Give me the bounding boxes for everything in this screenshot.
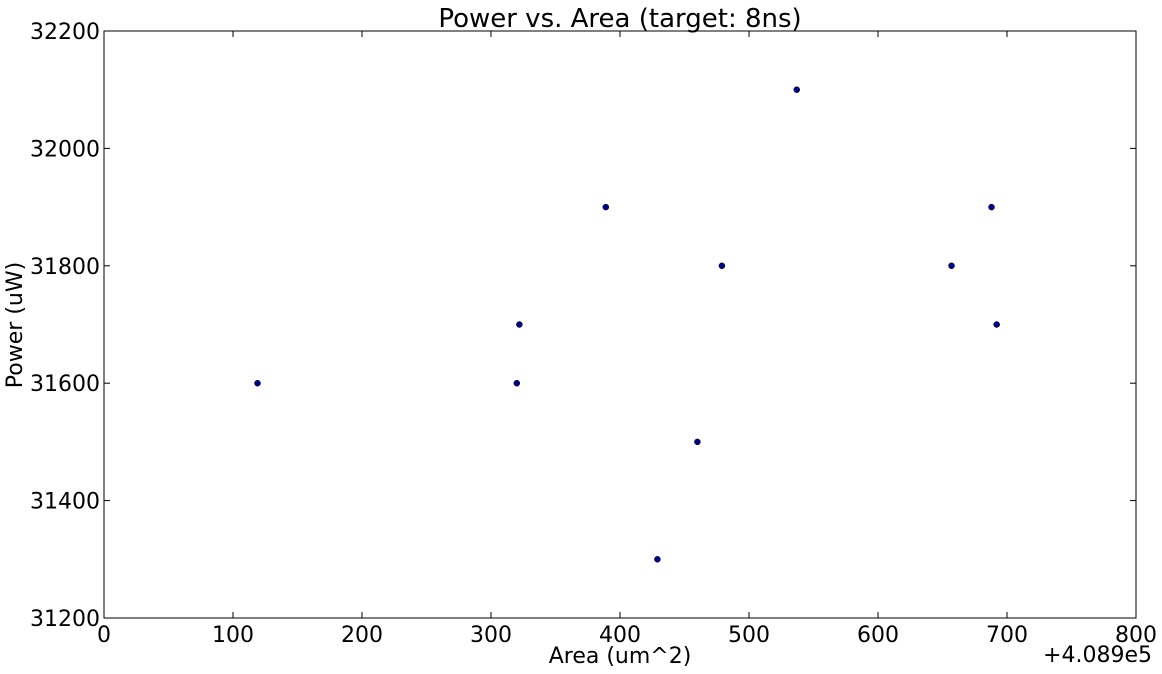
data-point [654,556,661,563]
y-tick-label: 32200 [30,20,100,45]
x-axis-label: Area (um^2) [549,644,692,669]
data-point [513,379,521,387]
y-axis-label: Power (uW) [3,262,28,388]
x-tick-label: 700 [986,623,1028,648]
x-tick-label: 300 [470,623,512,648]
x-tick-label: 400 [599,623,641,648]
chart-title: Power vs. Area (target: 8ns) [438,4,801,34]
data-point [602,203,610,211]
data-points [254,86,1000,563]
data-point [988,203,995,211]
axis-ticks: 0 100 200 300 400 500 600 700 800 31200 31400 31600… [30,20,1157,648]
y-tick-label: 31400 [30,490,100,515]
data-point [793,86,800,93]
x-tick-label: 800 [1115,623,1157,648]
data-point [694,438,701,446]
x-axis-offset-label: +4.089e5 [1043,643,1152,668]
data-point [516,321,523,328]
y-tick-label: 31600 [30,372,100,397]
data-point [718,262,726,270]
x-tick-label: 200 [341,623,383,648]
y-tick-label: 31800 [30,255,100,280]
y-tick-label: 32000 [30,137,100,162]
data-point [993,321,1000,328]
x-tick-label: 0 [97,623,111,648]
x-tick-label: 600 [857,623,899,648]
data-point [254,379,261,387]
y-tick-label: 31200 [30,607,100,632]
x-tick-label: 100 [212,623,254,648]
plot-frame [103,30,1137,619]
data-point [948,262,955,270]
x-tick-label: 500 [728,623,770,648]
